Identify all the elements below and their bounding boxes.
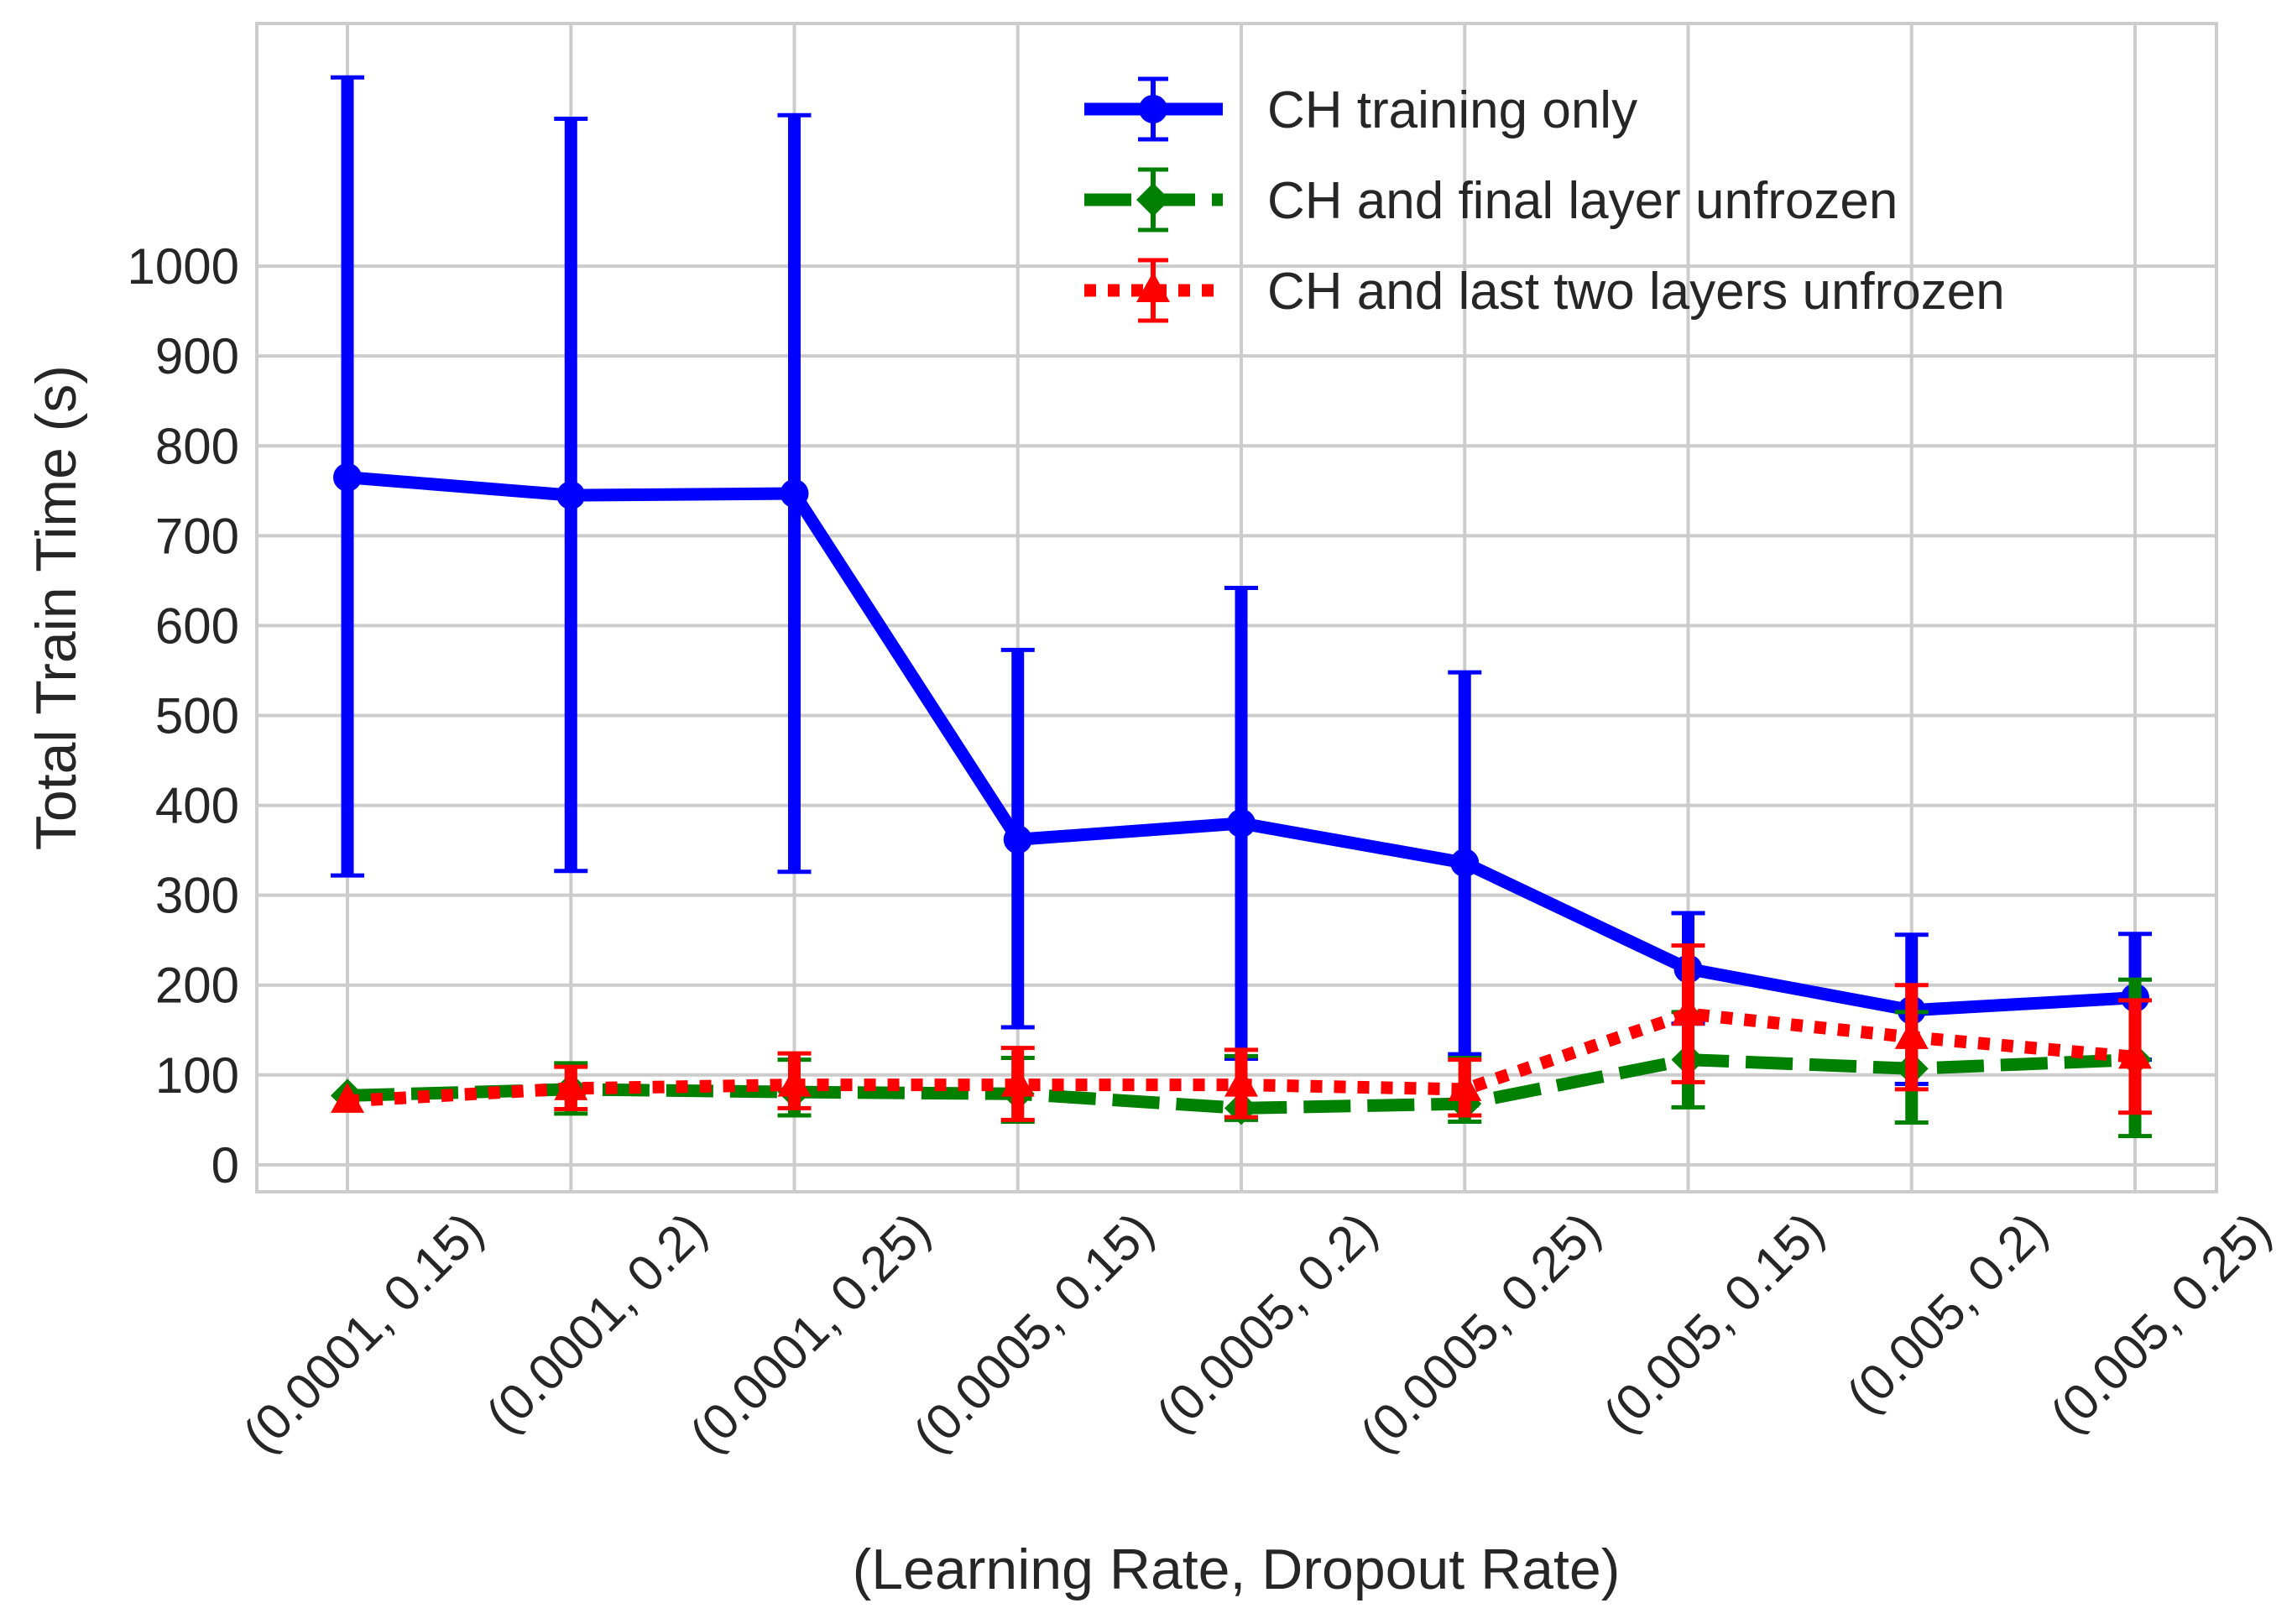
- legend-item-2: CH and last two layers unfrozen: [1084, 258, 2005, 323]
- legend-marker: [1136, 272, 1170, 302]
- y-tick-label: 600: [155, 598, 239, 654]
- y-tick-label: 800: [155, 418, 239, 474]
- y-tick-label: 0: [211, 1137, 239, 1193]
- data-point: [1227, 808, 1256, 838]
- y-tick-label: 400: [155, 778, 239, 834]
- legend-label: CH and final layer unfrozen: [1267, 172, 1898, 230]
- data-point: [780, 479, 809, 509]
- series-0: [331, 75, 2152, 1087]
- y-tick-label: 1000: [128, 238, 239, 295]
- y-tick-label: 500: [155, 687, 239, 744]
- plot-frame: [255, 22, 2218, 1193]
- data-point: [1894, 1018, 1929, 1049]
- x-axis-label: (Learning Rate, Dropout Rate): [853, 1538, 1621, 1601]
- y-tick-label: 200: [155, 958, 239, 1014]
- y-axis-label: Total Train Time (s): [24, 365, 88, 850]
- data-point: [331, 1082, 364, 1113]
- data-point: [1000, 1066, 1035, 1097]
- legend-item-0: CH training only: [1084, 76, 1637, 142]
- y-tick-label: 300: [155, 868, 239, 924]
- legend-marker: [1136, 183, 1170, 217]
- data-point: [333, 462, 362, 492]
- y-tick-label: 100: [155, 1047, 239, 1104]
- data-point: [1450, 849, 1480, 878]
- data-point: [777, 1066, 812, 1097]
- legend-item-1: CH and final layer unfrozen: [1084, 167, 1898, 232]
- legend-label: CH and last two layers unfrozen: [1267, 263, 2005, 321]
- data-point: [1448, 1070, 1482, 1101]
- data-point: [1671, 995, 1705, 1026]
- y-axis-ticks: 0 100 200 300 400 500 600 700 800 900 1000: [128, 238, 239, 1193]
- data-point: [554, 1069, 588, 1100]
- data-point: [1224, 1066, 1258, 1097]
- data-point: [1003, 825, 1032, 854]
- data-point: [2118, 1038, 2152, 1069]
- series-2: [331, 943, 2152, 1122]
- series-layer: [331, 75, 2152, 1139]
- y-tick-label: 700: [155, 508, 239, 564]
- data-point: [556, 481, 586, 510]
- y-tick-label: 900: [155, 328, 239, 384]
- legend-label: CH training only: [1267, 81, 1637, 139]
- legend-marker: [1139, 95, 1167, 123]
- legend: CH training only CH and final layer unfro…: [1084, 76, 2005, 323]
